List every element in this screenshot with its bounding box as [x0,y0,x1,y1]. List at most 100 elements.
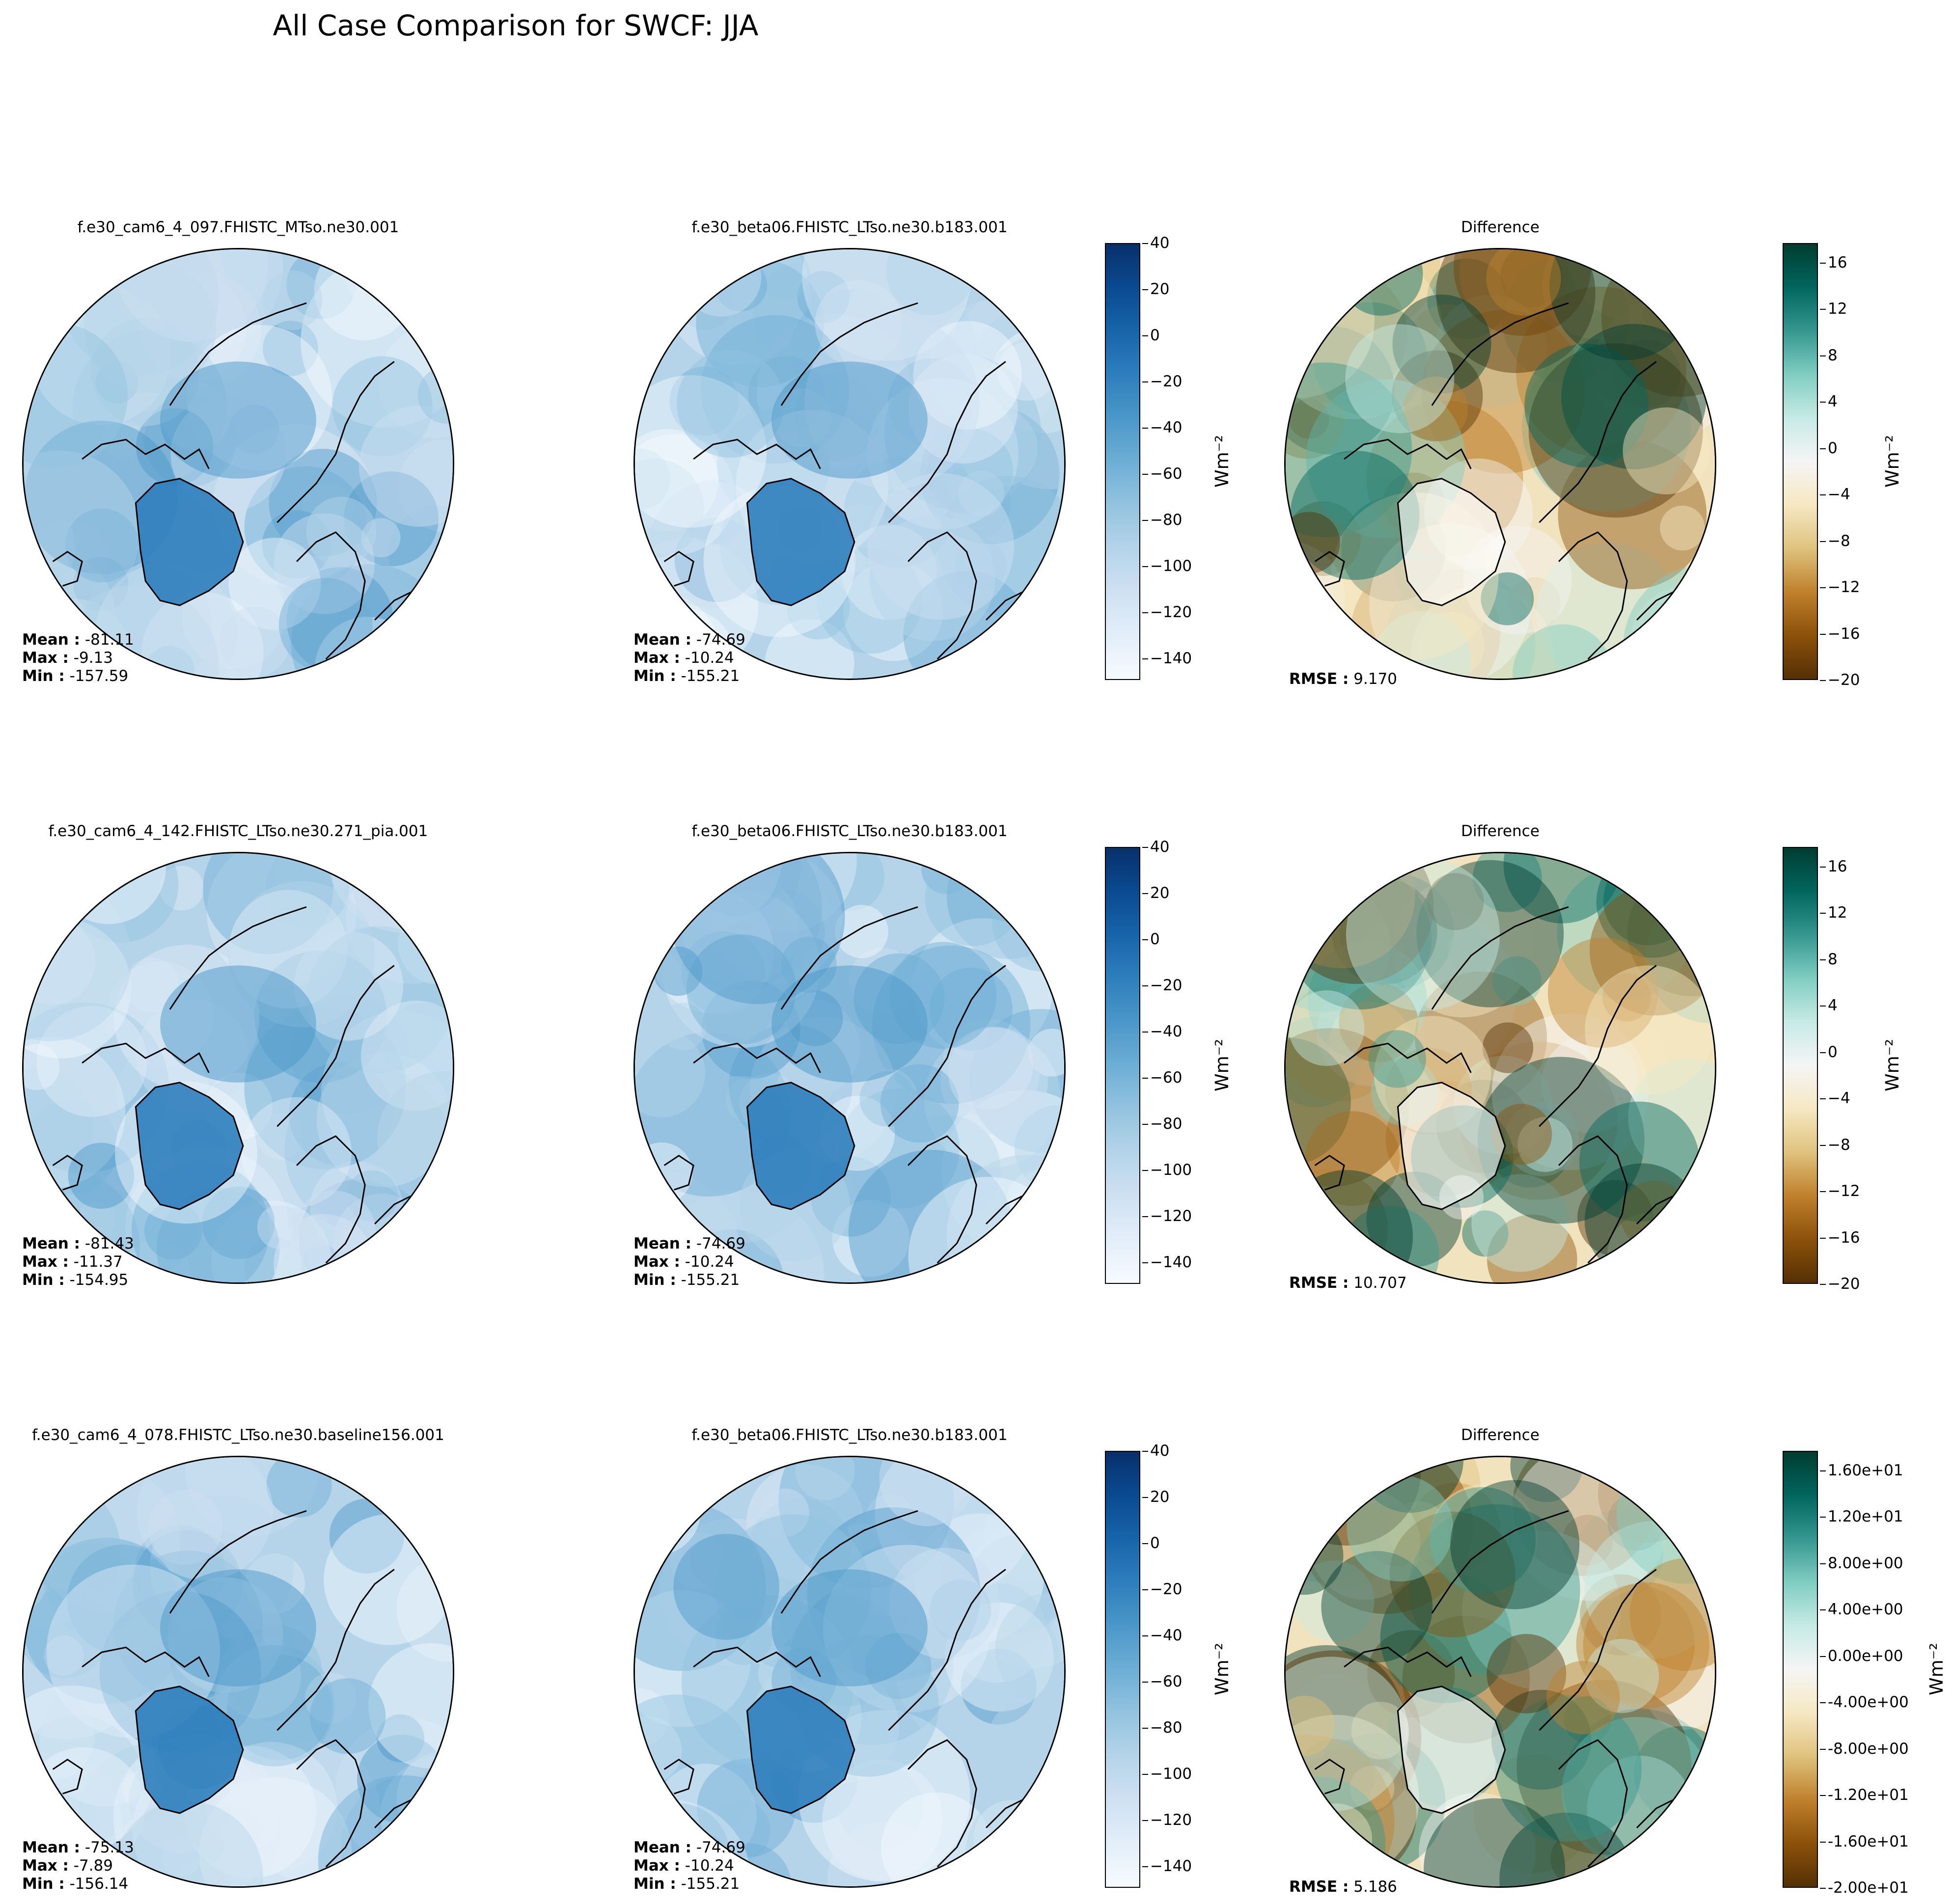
colorbar-tick-label: −20 [1142,372,1183,390]
colorbar [1105,243,1140,680]
stat-value: -10.24 [680,649,734,667]
figure-title: All Case Comparison for SWCF: JJA [273,9,759,42]
stat-value: -11.37 [68,1253,123,1271]
colorbar-units-label: Wm⁻² [1882,435,1903,488]
colorbar-tick-label: 0 [1820,439,1838,457]
colorbar-tick-label: −140 [1142,649,1192,667]
stat-key: RMSE : [1289,1878,1349,1896]
stats-block: Mean : -75.13 Max : -7.89 Min : -156.14 [22,1839,134,1893]
stat-key: Min : [633,667,676,685]
stat-mean: Mean : -81.43 [22,1235,134,1253]
stat-key: Min : [22,667,65,685]
heatmap-field [1286,249,1715,679]
colorbar-tick-label: -1.20e+01 [1820,1786,1909,1804]
colorbar-units-label: Wm⁻² [1211,1039,1233,1091]
heatmap-field [24,853,453,1282]
colorbar-tick-label: -2.00e+01 [1820,1879,1909,1897]
stat-max: Max : -9.13 [22,649,134,667]
difference-map [1284,852,1716,1284]
stat-value: -155.21 [676,1875,740,1893]
stat-value: -74.69 [691,631,745,649]
stat-value: -10.24 [680,1857,734,1875]
colorbar [1105,847,1140,1284]
difference-map [1284,1456,1716,1888]
stat-value: -156.14 [64,1875,129,1893]
colorbar-tick-label: −40 [1142,418,1183,436]
stats-block: Mean : -74.69 Max : -10.24 Min : -155.21 [633,1235,745,1289]
colorbar-tick-label: −120 [1142,1207,1192,1225]
field-map [633,1456,1066,1888]
heatmap-field [635,249,1064,679]
heatmap-field [24,249,453,679]
stat-max: Max : -11.37 [22,1253,134,1271]
stat-value: -9.13 [68,649,113,667]
panel-title: f.e30_cam6_4_142.FHISTC_LTso.ne30.271_pi… [48,822,428,840]
colorbar-tick-label: −60 [1142,464,1183,483]
colorbar-tick-label: 12 [1819,904,1847,922]
panel-title: f.e30_cam6_4_078.FHISTC_LTso.ne30.baseli… [32,1426,444,1444]
stat-mean: Mean : -74.69 [633,1839,745,1857]
stat-key: RMSE : [1289,670,1349,688]
stat-key: Mean : [22,1839,81,1856]
colorbar-tick-label: −100 [1142,1161,1192,1179]
colorbar-tick-label: 4.00e+00 [1820,1601,1903,1619]
colorbar-tick-label: 40 [1142,1442,1170,1460]
colorbar-tick-label: −100 [1142,557,1192,575]
stat-value: -81.43 [80,1235,134,1252]
colorbar-tick-label: −16 [1819,625,1860,643]
stat-key: Mean : [633,631,692,649]
colorbar-tick-label: −20 [1142,976,1183,994]
stat-key: RMSE : [1289,1274,1349,1292]
colorbar-tick-label: 4 [1820,997,1838,1015]
colorbar-tick-label: 16 [1819,254,1847,272]
stat-value: -10.24 [680,1253,734,1271]
stat-max: Max : -10.24 [633,1857,745,1875]
stat-min: Min : -155.21 [633,667,745,685]
stat-key: Mean : [22,1235,81,1252]
colorbar-tick-label: −20 [1819,671,1860,689]
colorbar-tick-label: 1.60e+01 [1820,1462,1903,1480]
stat-max: Max : -10.24 [633,649,745,667]
colorbar-tick-label: −60 [1142,1672,1183,1690]
stat-max: Max : -7.89 [22,1857,134,1875]
stat-key: Mean : [633,1235,692,1252]
stat-mean: Mean : -74.69 [633,1235,745,1253]
stats-block: Mean : -81.43 Max : -11.37 Min : -154.95 [22,1235,134,1289]
colorbar-tick-label: −40 [1142,1022,1183,1040]
panel-title: f.e30_cam6_4_097.FHISTC_MTso.ne30.001 [77,218,399,236]
heatmap-field [1286,853,1715,1282]
colorbar-tick-label: 0 [1820,1043,1838,1061]
stat-key: Max : [633,649,680,667]
colorbar-tick-label: 40 [1142,234,1170,252]
difference-map [1284,248,1716,680]
heatmap-field [635,1457,1064,1886]
stat-min: Min : -155.21 [633,1271,745,1289]
stats-block: Mean : -74.69 Max : -10.24 Min : -155.21 [633,631,745,685]
panel-title: Difference [1461,822,1540,840]
stat-key: Max : [22,1857,69,1875]
stats-block: Mean : -81.11 Max : -9.13 Min : -157.59 [22,631,134,685]
colorbar-tick-label: 0 [1142,930,1160,948]
colorbar-tick-label: −4 [1820,1089,1850,1108]
colorbar-tick-label: −60 [1142,1068,1183,1087]
stat-key: Mean : [22,631,81,649]
stat-mean: Mean : -81.11 [22,631,134,649]
colorbar-tick-label: −120 [1142,1811,1192,1829]
colorbar-units-label: Wm⁻² [1211,1643,1233,1695]
stat-rmse: RMSE : 10.707 [1289,1274,1407,1292]
colorbar-tick-label: −40 [1142,1626,1183,1644]
stat-key: Min : [633,1271,676,1289]
colorbar-tick-label: 8 [1820,950,1838,968]
field-map [22,852,454,1284]
stat-mean: Mean : -74.69 [633,631,745,649]
field-map [633,248,1066,680]
colorbar-tick-label: 20 [1142,1488,1170,1506]
stat-value: -75.13 [80,1839,134,1856]
stat-value: -155.21 [676,1271,740,1289]
stat-rmse: RMSE : 9.170 [1289,670,1397,688]
stat-max: Max : -10.24 [633,1253,745,1271]
colorbar-tick-label: 0 [1142,326,1160,344]
colorbar-units-label: Wm⁻² [1211,435,1233,488]
colorbar-units-label: Wm⁻² [1926,1643,1947,1695]
colorbar-tick-label: −140 [1142,1857,1192,1875]
